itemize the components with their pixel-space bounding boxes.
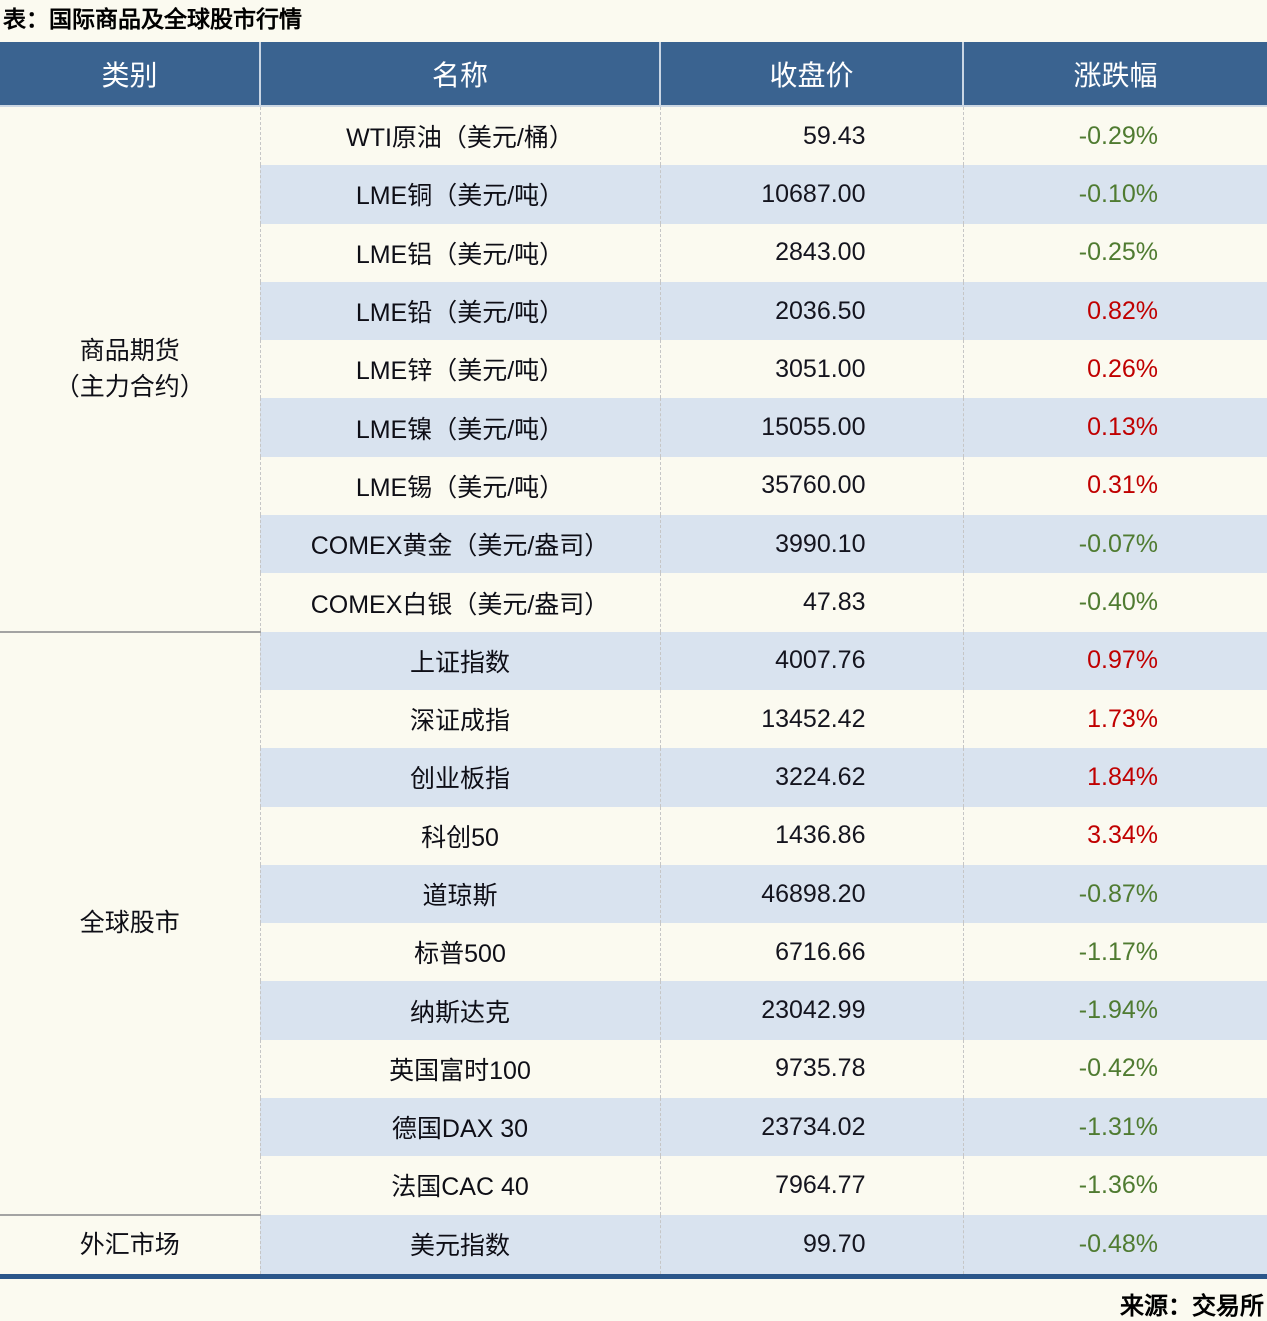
table-row: LME铝（美元/吨） 2843.00 -0.25% xyxy=(0,223,1267,282)
category-label: 全球股市 xyxy=(79,909,180,938)
name-cell: WTI原油（美元/桶） xyxy=(259,106,660,166)
page-title: 表：国际商品及全球股市行情 xyxy=(3,6,302,32)
name-cell: LME铅（美元/吨） xyxy=(259,281,660,341)
change-cell: -0.29% xyxy=(962,106,1267,166)
table-row: COMEX白银（美元/盎司） 47.83 -0.40% xyxy=(0,573,1267,632)
table-row: COMEX黄金（美元/盎司） 3990.10 -0.07% xyxy=(0,515,1267,574)
name-cell: 深证成指 xyxy=(259,689,660,749)
table-row: 深证成指 13452.42 1.73% xyxy=(0,689,1267,749)
change-cell: -0.25% xyxy=(962,223,1267,282)
table-row: 标普500 6716.66 -1.17% xyxy=(0,923,1267,982)
close-cell: 15055.00 xyxy=(659,398,963,457)
change-cell: -0.42% xyxy=(962,1039,1267,1099)
change-cell: 3.34% xyxy=(962,806,1267,865)
header-close: 收盘价 xyxy=(659,42,963,107)
category-cell-commodity-futures: 商品期货 （主力合约） xyxy=(0,106,260,632)
close-cell: 1436.86 xyxy=(659,806,963,865)
name-cell: LME锡（美元/吨） xyxy=(259,456,660,516)
close-cell: 3051.00 xyxy=(659,340,963,399)
header-category: 类别 xyxy=(0,42,260,107)
header-name: 名称 xyxy=(259,42,660,107)
category-label: 商品期货 xyxy=(79,336,180,365)
change-cell: 0.97% xyxy=(962,631,1267,690)
change-cell: 0.31% xyxy=(962,456,1267,516)
name-cell: 创业板指 xyxy=(259,748,660,807)
header-change: 涨跌幅 xyxy=(962,42,1267,107)
name-cell: 上证指数 xyxy=(259,631,660,690)
table-row: LME镍（美元/吨） 15055.00 0.13% xyxy=(0,398,1267,457)
close-cell: 59.43 xyxy=(659,106,963,166)
change-cell: -0.48% xyxy=(962,1214,1267,1279)
table-row: LME锌（美元/吨） 3051.00 0.26% xyxy=(0,340,1267,399)
name-cell: COMEX黄金（美元/盎司） xyxy=(259,515,660,574)
name-cell: LME铝（美元/吨） xyxy=(259,223,660,282)
change-cell: -1.36% xyxy=(962,1156,1267,1215)
close-cell: 4007.76 xyxy=(659,631,963,690)
close-cell: 2036.50 xyxy=(659,281,963,341)
name-cell: 科创50 xyxy=(259,806,660,865)
change-cell: -0.10% xyxy=(962,165,1267,224)
table-row: LME锡（美元/吨） 35760.00 0.31% xyxy=(0,456,1267,516)
change-cell: -0.07% xyxy=(962,515,1267,574)
name-cell: LME铜（美元/吨） xyxy=(259,165,660,224)
close-cell: 10687.00 xyxy=(659,165,963,224)
close-cell: 3990.10 xyxy=(659,515,963,574)
name-cell: LME镍（美元/吨） xyxy=(259,398,660,457)
change-cell: 1.73% xyxy=(962,689,1267,749)
change-cell: 1.84% xyxy=(962,748,1267,807)
change-cell: 0.13% xyxy=(962,398,1267,457)
close-cell: 99.70 xyxy=(659,1214,963,1279)
name-cell: COMEX白银（美元/盎司） xyxy=(259,573,660,632)
change-cell: -1.31% xyxy=(962,1098,1267,1157)
close-cell: 35760.00 xyxy=(659,456,963,516)
close-cell: 23042.99 xyxy=(659,981,963,1040)
table-row: 法国CAC 40 7964.77 -1.36% xyxy=(0,1156,1267,1215)
table-row: 创业板指 3224.62 1.84% xyxy=(0,748,1267,807)
change-cell: -1.94% xyxy=(962,981,1267,1040)
name-cell: 法国CAC 40 xyxy=(259,1156,660,1215)
source-note: 来源：交易所 xyxy=(1120,1292,1264,1320)
close-cell: 9735.78 xyxy=(659,1039,963,1099)
table-row: 德国DAX 30 23734.02 -1.31% xyxy=(0,1098,1267,1157)
close-cell: 3224.62 xyxy=(659,748,963,807)
table-row: LME铜（美元/吨） 10687.00 -0.10% xyxy=(0,165,1267,224)
name-cell: 德国DAX 30 xyxy=(259,1098,660,1157)
close-cell: 7964.77 xyxy=(659,1156,963,1215)
table-row: 全球股市 上证指数 4007.76 0.97% xyxy=(0,630,1267,1215)
close-cell: 2843.00 xyxy=(659,223,963,282)
category-label: 外汇市场 xyxy=(79,1230,180,1259)
name-cell: 纳斯达克 xyxy=(259,981,660,1040)
name-cell: 英国富时100 xyxy=(259,1039,660,1099)
close-cell: 6716.66 xyxy=(659,923,963,982)
category-cell-forex: 外汇市场 xyxy=(0,1213,260,1279)
table-row: LME铅（美元/吨） 2036.50 0.82% xyxy=(0,281,1267,341)
close-cell: 13452.42 xyxy=(659,689,963,749)
name-cell: 标普500 xyxy=(259,923,660,982)
change-cell: -0.40% xyxy=(962,573,1267,632)
close-cell: 46898.20 xyxy=(659,864,963,924)
market-quotes-table: 类别 名称 收盘价 涨跌幅 商品期货 （主力合约） WTI原油（美元/桶） 59… xyxy=(0,42,1267,1279)
change-cell: -1.17% xyxy=(962,923,1267,982)
close-cell: 47.83 xyxy=(659,573,963,632)
table-row: 外汇市场 美元指数 99.70 -0.48% xyxy=(0,1213,1267,1279)
table-row: 科创50 1436.86 3.34% xyxy=(0,806,1267,865)
name-cell: 道琼斯 xyxy=(259,864,660,924)
category-cell-global-stocks: 全球股市 xyxy=(0,630,260,1215)
close-cell: 23734.02 xyxy=(659,1098,963,1157)
table-row: 纳斯达克 23042.99 -1.94% xyxy=(0,981,1267,1040)
change-cell: -0.87% xyxy=(962,864,1267,924)
change-cell: 0.82% xyxy=(962,281,1267,341)
table-row: 道琼斯 46898.20 -0.87% xyxy=(0,864,1267,924)
category-label-line2: （主力合约） xyxy=(54,372,205,401)
table-header: 类别 名称 收盘价 涨跌幅 xyxy=(0,42,1267,107)
name-cell: 美元指数 xyxy=(259,1214,660,1279)
change-cell: 0.26% xyxy=(962,340,1267,399)
name-cell: LME锌（美元/吨） xyxy=(259,340,660,399)
table-row: 英国富时100 9735.78 -0.42% xyxy=(0,1039,1267,1099)
table-row: 商品期货 （主力合约） WTI原油（美元/桶） 59.43 -0.29% xyxy=(0,106,1267,632)
